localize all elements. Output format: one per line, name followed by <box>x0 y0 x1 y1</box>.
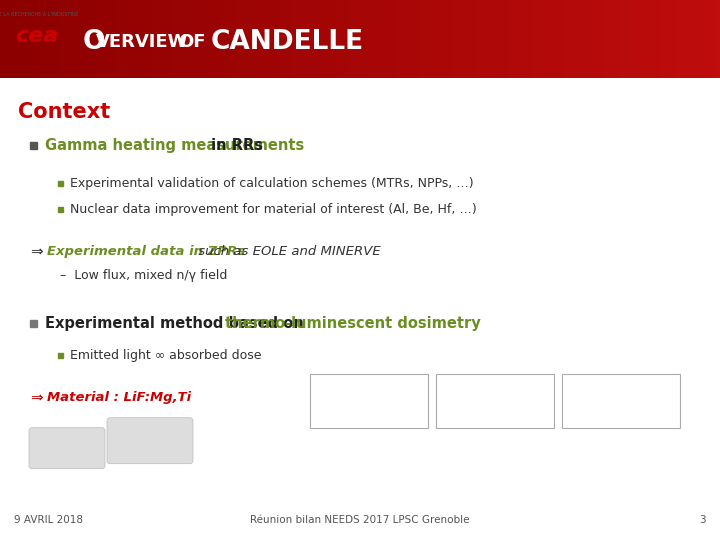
Text: DE LA RECHERCHE À L'INDUSTRIE: DE LA RECHERCHE À L'INDUSTRIE <box>0 12 78 17</box>
Text: Emitted light ∞ absorbed dose: Emitted light ∞ absorbed dose <box>70 349 261 362</box>
Text: such as EOLE and MINERVE: such as EOLE and MINERVE <box>194 245 382 258</box>
Text: OF: OF <box>179 33 206 51</box>
Bar <box>310 374 428 428</box>
FancyBboxPatch shape <box>107 418 193 464</box>
Bar <box>562 374 680 428</box>
Text: Material : LiF:Mg,Ti: Material : LiF:Mg,Ti <box>47 391 191 404</box>
Bar <box>58 207 63 212</box>
Bar <box>58 181 63 186</box>
Text: Réunion bilan NEEDS 2017 LPSC Grenoble: Réunion bilan NEEDS 2017 LPSC Grenoble <box>251 515 469 525</box>
Text: Experimental method based on: Experimental method based on <box>45 316 309 331</box>
Bar <box>30 142 37 149</box>
Bar <box>58 353 63 358</box>
Text: cea: cea <box>14 26 58 46</box>
Text: –  Low flux, mixed n/γ field: – Low flux, mixed n/γ field <box>60 269 228 282</box>
Text: VERVIEW: VERVIEW <box>96 33 188 51</box>
Text: in RRs: in RRs <box>206 138 264 153</box>
Text: O: O <box>83 29 105 55</box>
FancyBboxPatch shape <box>29 428 105 469</box>
Text: thermo-luminescent dosimetry: thermo-luminescent dosimetry <box>225 316 480 331</box>
Text: ⇒: ⇒ <box>30 244 42 259</box>
Text: 3: 3 <box>699 515 706 525</box>
Text: 9 AVRIL 2018: 9 AVRIL 2018 <box>14 515 84 525</box>
Bar <box>436 374 554 428</box>
Text: Gamma heating measurements: Gamma heating measurements <box>45 138 305 153</box>
Text: Experimental validation of calculation schemes (MTRs, NPPs, …): Experimental validation of calculation s… <box>70 177 474 190</box>
Text: ⇒: ⇒ <box>30 390 42 405</box>
Text: Context: Context <box>18 102 110 122</box>
Bar <box>30 320 37 327</box>
Text: CANDELLE: CANDELLE <box>211 29 364 55</box>
Text: Nuclear data improvement for material of interest (Al, Be, Hf, …): Nuclear data improvement for material of… <box>70 203 477 216</box>
Text: Experimental data in ZPRs: Experimental data in ZPRs <box>47 245 245 258</box>
